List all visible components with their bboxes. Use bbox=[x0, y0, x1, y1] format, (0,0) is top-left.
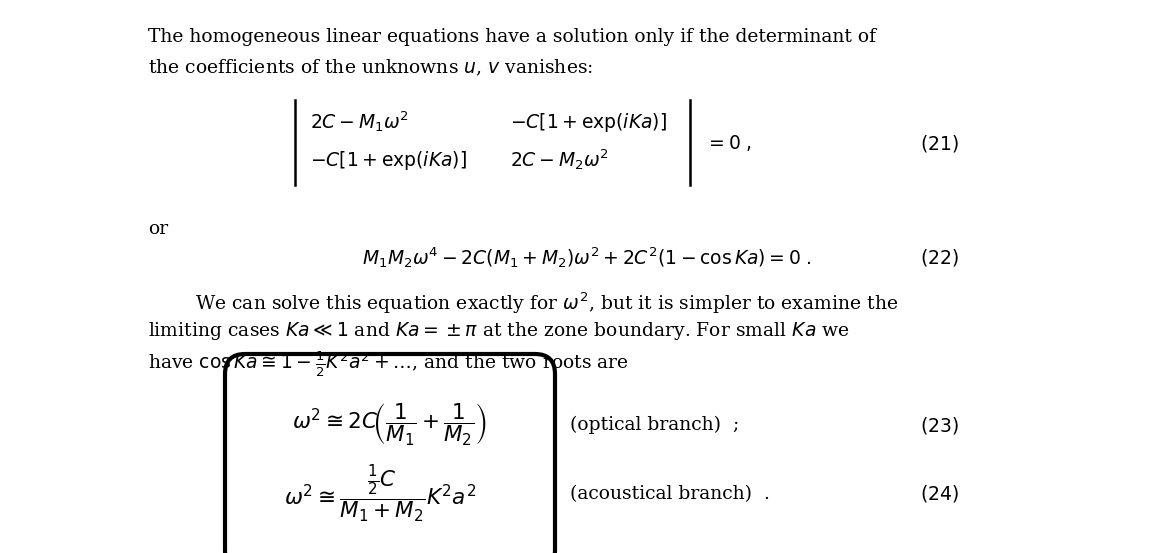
Text: or: or bbox=[148, 220, 168, 238]
FancyBboxPatch shape bbox=[224, 354, 555, 553]
Text: $\omega^2 \cong \dfrac{\frac{1}{2}C}{M_1 + M_2}K^2a^2$: $\omega^2 \cong \dfrac{\frac{1}{2}C}{M_1… bbox=[284, 463, 476, 525]
Text: $2C - M_2\omega^2$: $2C - M_2\omega^2$ bbox=[510, 148, 609, 173]
Text: (optical branch)  ;: (optical branch) ; bbox=[570, 416, 739, 434]
Text: have $\cos Ka \cong 1 - \frac{1}{2}K^2a^2 + \ldots$, and the two roots are: have $\cos Ka \cong 1 - \frac{1}{2}K^2a^… bbox=[148, 350, 629, 379]
Text: $= 0\;,$: $= 0\;,$ bbox=[705, 133, 751, 153]
Text: We can solve this equation exactly for $\omega^2$, but it is simpler to examine : We can solve this equation exactly for $… bbox=[195, 290, 899, 316]
Text: $M_1 M_2 \omega^4 - 2C(M_1 + M_2)\omega^2 + 2C^2(1 - \cos Ka) = 0\;.$: $M_1 M_2 \omega^4 - 2C(M_1 + M_2)\omega^… bbox=[362, 246, 812, 270]
Text: $-C[1 + \exp(iKa)]$: $-C[1 + \exp(iKa)]$ bbox=[510, 111, 667, 133]
Text: limiting cases $Ka \ll 1$ and $Ka = \pm\pi$ at the zone boundary. For small $Ka$: limiting cases $Ka \ll 1$ and $Ka = \pm\… bbox=[148, 320, 850, 342]
Text: (acoustical branch)  .: (acoustical branch) . bbox=[570, 485, 770, 503]
Text: $(23)$: $(23)$ bbox=[920, 415, 959, 436]
Text: $\omega^2 \cong 2C\!\left(\dfrac{1}{M_1} + \dfrac{1}{M_2}\right)$: $\omega^2 \cong 2C\!\left(\dfrac{1}{M_1}… bbox=[293, 402, 488, 448]
Text: $(21)$: $(21)$ bbox=[920, 133, 959, 154]
Text: the coefficients of the unknowns $u$, $v$ vanishes:: the coefficients of the unknowns $u$, $v… bbox=[148, 58, 593, 79]
Text: $-C[1 + \exp(iKa)]$: $-C[1 + \exp(iKa)]$ bbox=[310, 149, 466, 171]
Text: $2C - M_1\omega^2$: $2C - M_1\omega^2$ bbox=[310, 109, 409, 134]
Text: The homogeneous linear equations have a solution only if the determinant of: The homogeneous linear equations have a … bbox=[148, 28, 877, 46]
Text: $(24)$: $(24)$ bbox=[920, 483, 959, 504]
Text: $(22)$: $(22)$ bbox=[920, 248, 959, 269]
